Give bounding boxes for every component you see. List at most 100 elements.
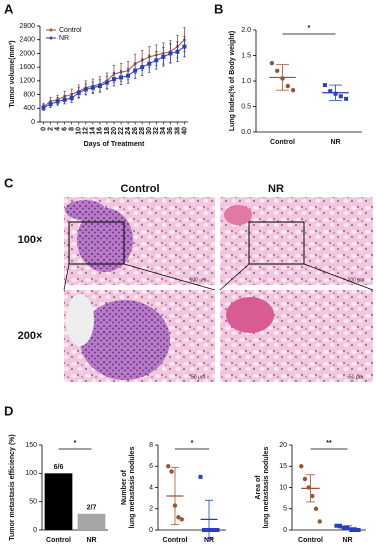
legend-marker — [49, 28, 53, 32]
data-point — [275, 68, 280, 74]
lumen — [66, 294, 94, 346]
y-axis-label: Tumor volume(mm³) — [9, 40, 16, 107]
value-label: 6/6 — [54, 464, 64, 471]
y-axis-label: Tumor metastasis efficiency (%) — [9, 434, 16, 540]
x-tick-label: NR — [342, 537, 352, 544]
y-tick-label: 8 — [149, 442, 153, 449]
scale-bar-label: 100 μm — [348, 277, 365, 283]
panel-label: C — [4, 175, 14, 190]
data-point — [313, 506, 319, 511]
x-tick-label: 28 — [139, 127, 146, 135]
y-axis-label: Area of — [255, 475, 262, 500]
bar — [44, 473, 73, 530]
x-tick-label: 40 — [181, 127, 188, 135]
data-point — [175, 49, 180, 54]
x-tick-label: 6 — [62, 127, 69, 131]
data-point — [62, 97, 67, 102]
data-point — [147, 61, 152, 66]
data-point — [212, 528, 217, 532]
y-tick-label: 10 — [279, 484, 287, 491]
y-tick-label: 150 — [25, 442, 37, 449]
zoom-box — [68, 221, 125, 265]
significance-label: * — [191, 440, 194, 447]
panel-label: A — [4, 1, 14, 16]
legend-label: NR — [59, 35, 69, 42]
y-axis-label: lung metastasis nodules — [129, 447, 136, 529]
data-point — [344, 96, 349, 101]
zoom-line — [303, 263, 374, 291]
y-axis-label: lung metastasis nodules — [263, 447, 270, 529]
significance-label: ** — [326, 440, 332, 447]
y-tick-label: 2400 — [19, 37, 35, 44]
x-tick-label: 24 — [125, 127, 132, 135]
row-label: 100× — [18, 234, 43, 246]
data-point — [97, 84, 102, 88]
x-tick-label: 36 — [167, 127, 174, 135]
y-tick-label: 2000 — [19, 50, 35, 57]
x-tick-label: 26 — [132, 127, 139, 135]
y-tick-label: 400 — [23, 105, 35, 112]
data-point — [302, 476, 308, 482]
x-tick-label: 30 — [146, 127, 153, 135]
data-point — [338, 94, 343, 99]
significance-label: * — [308, 25, 311, 32]
tumor-nodule — [80, 300, 170, 380]
data-point — [328, 89, 333, 94]
y-tick-label: 0 — [33, 527, 37, 534]
data-point — [83, 87, 88, 92]
data-point — [154, 58, 159, 63]
y-tick-label: 800 — [23, 91, 35, 98]
histology-panel: Control NR 100× 200× 100 μm 100 μm 50 μm… — [18, 183, 374, 382]
vessel — [224, 205, 252, 225]
data-point — [198, 474, 203, 479]
column-label: Control — [120, 183, 159, 195]
x-axis-label: Days of Treatment — [84, 141, 145, 148]
data-point — [90, 85, 95, 90]
scale-bar-label: 100 μm — [190, 277, 207, 283]
data-point — [166, 464, 171, 469]
legend-marker — [49, 36, 53, 40]
y-tick-label: 4 — [149, 484, 153, 491]
y-tick-label: 5 — [283, 506, 287, 513]
x-tick-label: 18 — [104, 127, 111, 135]
panel-label: B — [214, 1, 223, 16]
x-tick-label: 32 — [153, 127, 160, 135]
data-point — [169, 469, 174, 474]
data-point — [104, 80, 109, 85]
data-point — [133, 68, 138, 73]
x-tick-label: 22 — [118, 127, 125, 135]
data-point — [322, 83, 327, 88]
x-tick-label: NR — [86, 537, 96, 544]
data-point — [317, 519, 322, 524]
y-tick-label: 2.0 — [241, 27, 251, 34]
data-point — [215, 528, 220, 532]
y-tick-label: 20 — [279, 442, 287, 449]
y-tick-label: 0 — [149, 527, 153, 534]
scale-bar-label: 50 μm — [191, 374, 205, 380]
y-tick-label: 1200 — [19, 78, 35, 85]
data-point — [182, 44, 187, 49]
zoom-line — [63, 263, 70, 291]
data-point — [334, 523, 339, 528]
y-tick-label: 100 — [25, 470, 37, 477]
significance-label: * — [74, 440, 77, 447]
y-tick-label: 50 — [29, 499, 37, 506]
data-point — [48, 102, 53, 107]
data-point — [119, 75, 124, 80]
y-tick-label: 1.5 — [241, 52, 251, 59]
scale-bar-label: 50 μm — [349, 374, 363, 380]
data-point — [140, 65, 145, 70]
tumor-nodule — [77, 208, 133, 272]
y-tick-label: 0.0 — [241, 129, 251, 136]
x-tick-label: NR — [204, 537, 214, 544]
data-point — [338, 523, 343, 528]
y-tick-label: 1600 — [19, 64, 35, 71]
x-tick-label: Control — [163, 537, 188, 544]
x-tick-label: Control — [46, 537, 71, 544]
x-tick-label: 20 — [111, 127, 118, 135]
bar — [77, 513, 106, 530]
data-point — [69, 96, 74, 100]
zoom-box — [248, 221, 305, 265]
value-label: 2/7 — [87, 505, 97, 512]
x-tick-label: 12 — [83, 127, 90, 135]
